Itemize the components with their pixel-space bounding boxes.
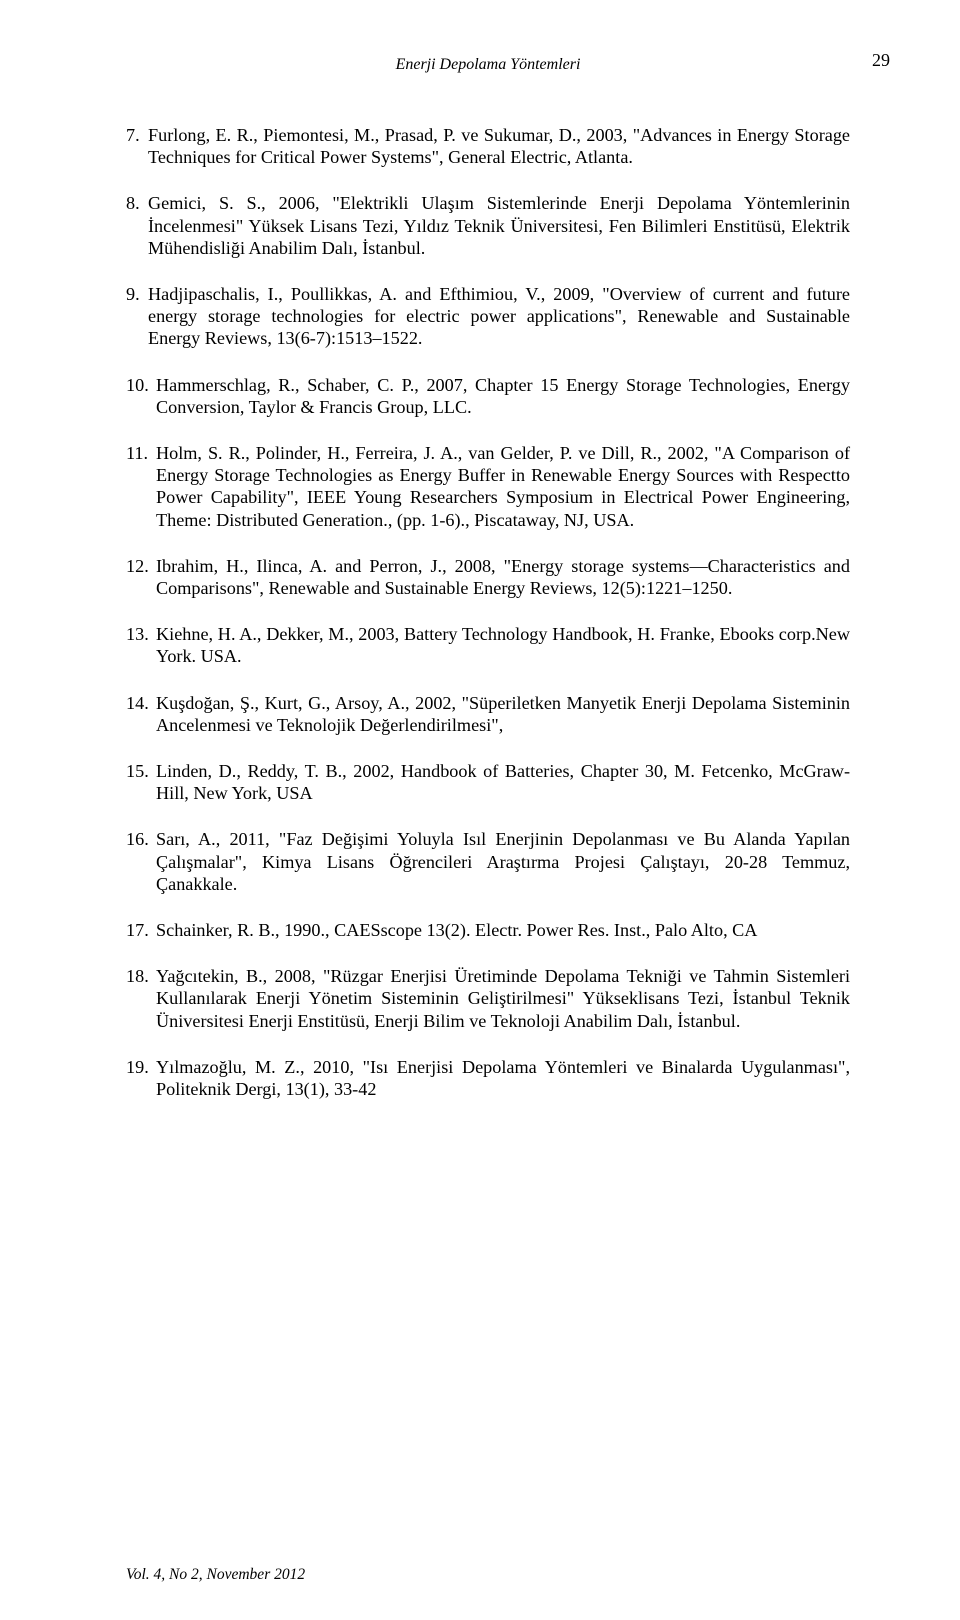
reference-item: 10. Hammerschlag, R., Schaber, C. P., 20… <box>126 374 850 418</box>
reference-text: Holm, S. R., Polinder, H., Ferreira, J. … <box>156 442 850 531</box>
reference-text: Ibrahim, H., Ilinca, A. and Perron, J., … <box>156 555 850 599</box>
reference-text: Yılmazoğlu, M. Z., 2010, "Isı Enerjisi D… <box>156 1056 850 1100</box>
reference-item: 13. Kiehne, H. A., Dekker, M., 2003, Bat… <box>126 623 850 667</box>
reference-list: 7. Furlong, E. R., Piemontesi, M., Prasa… <box>126 124 850 1100</box>
reference-number: 13. <box>126 623 156 667</box>
page-header: Enerji Depolama Yöntemleri 29 <box>126 56 850 96</box>
page: Enerji Depolama Yöntemleri 29 7. Furlong… <box>0 0 960 1620</box>
reference-number: 17. <box>126 919 156 941</box>
page-footer: Vol. 4, No 2, November 2012 <box>126 1566 305 1584</box>
reference-item: 19. Yılmazoğlu, M. Z., 2010, "Isı Enerji… <box>126 1056 850 1100</box>
reference-number: 14. <box>126 692 156 736</box>
reference-number: 8. <box>126 192 148 259</box>
reference-item: 17. Schainker, R. B., 1990., CAESscope 1… <box>126 919 850 941</box>
reference-text: Kuşdoğan, Ş., Kurt, G., Arsoy, A., 2002,… <box>156 692 850 736</box>
reference-item: 9. Hadjipaschalis, I., Poullikkas, A. an… <box>126 283 850 350</box>
reference-item: 11. Holm, S. R., Polinder, H., Ferreira,… <box>126 442 850 531</box>
reference-text: Kiehne, H. A., Dekker, M., 2003, Battery… <box>156 623 850 667</box>
reference-item: 8. Gemici, S. S., 2006, "Elektrikli Ulaş… <box>126 192 850 259</box>
reference-text: Linden, D., Reddy, T. B., 2002, Handbook… <box>156 760 850 804</box>
reference-number: 15. <box>126 760 156 804</box>
page-number: 29 <box>872 50 890 71</box>
reference-text: Furlong, E. R., Piemontesi, M., Prasad, … <box>148 124 850 168</box>
reference-number: 18. <box>126 965 156 1032</box>
reference-item: 14. Kuşdoğan, Ş., Kurt, G., Arsoy, A., 2… <box>126 692 850 736</box>
reference-item: 15. Linden, D., Reddy, T. B., 2002, Hand… <box>126 760 850 804</box>
reference-number: 11. <box>126 442 156 531</box>
reference-number: 16. <box>126 828 156 895</box>
running-title: Enerji Depolama Yöntemleri <box>126 56 850 74</box>
reference-text: Schainker, R. B., 1990., CAESscope 13(2)… <box>156 919 850 941</box>
reference-item: 12. Ibrahim, H., Ilinca, A. and Perron, … <box>126 555 850 599</box>
reference-text: Gemici, S. S., 2006, "Elektrikli Ulaşım … <box>148 192 850 259</box>
reference-number: 9. <box>126 283 148 350</box>
reference-number: 12. <box>126 555 156 599</box>
reference-text: Hammerschlag, R., Schaber, C. P., 2007, … <box>156 374 850 418</box>
reference-number: 7. <box>126 124 148 168</box>
reference-number: 10. <box>126 374 156 418</box>
reference-text: Hadjipaschalis, I., Poullikkas, A. and E… <box>148 283 850 350</box>
reference-text: Yağcıtekin, B., 2008, "Rüzgar Enerjisi Ü… <box>156 965 850 1032</box>
reference-item: 7. Furlong, E. R., Piemontesi, M., Prasa… <box>126 124 850 168</box>
reference-item: 18. Yağcıtekin, B., 2008, "Rüzgar Enerji… <box>126 965 850 1032</box>
reference-text: Sarı, A., 2011, "Faz Değişimi Yoluyla Is… <box>156 828 850 895</box>
reference-number: 19. <box>126 1056 156 1100</box>
reference-item: 16. Sarı, A., 2011, "Faz Değişimi Yoluyl… <box>126 828 850 895</box>
